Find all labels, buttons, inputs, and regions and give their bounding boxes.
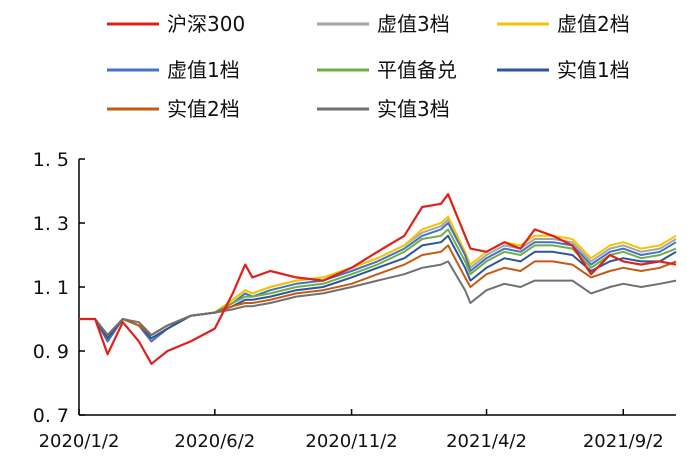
series-line-虚值1档 — [79, 222, 677, 343]
series-line-平值备兑 — [79, 228, 677, 340]
x-tick-label: 2020/11/2 — [305, 431, 397, 452]
y-tick-label: 1. 3 — [33, 213, 69, 235]
legend-label-实值1档: 实值1档 — [557, 58, 630, 82]
x-tick-label: 2021/4/2 — [446, 431, 527, 452]
series-layer — [79, 193, 677, 365]
series-line-沪深300 — [79, 193, 677, 365]
x-tick-label: 2020/1/2 — [39, 431, 120, 452]
legend-label-虚值2档: 虚值2档 — [557, 12, 630, 36]
legend-label-虚值3档: 虚值3档 — [377, 12, 450, 36]
x-tick-label: 2021/9/2 — [583, 431, 664, 452]
legend-label-实值2档: 实值2档 — [167, 97, 240, 121]
axes: 0. 7 0. 9 1. 1 1. 3 1. 5 2020/1/2 2020/6/2 2020… — [33, 149, 676, 452]
series-line-实值1档 — [79, 234, 677, 340]
x-tick-label: 2020/6/2 — [174, 431, 255, 452]
legend-label-沪深300: 沪深300 — [167, 12, 245, 36]
series-line-虚值2档 — [79, 215, 677, 343]
y-tick-label: 0. 7 — [33, 405, 69, 427]
y-tick-label: 0. 9 — [33, 341, 69, 363]
legend-label-平值备兑: 平值备兑 — [377, 58, 457, 82]
legend-label-实值3档: 实值3档 — [377, 97, 450, 121]
legend-label-虚值1档: 虚值1档 — [167, 58, 240, 82]
series-line-实值3档 — [79, 260, 677, 336]
y-tick-label: 1. 5 — [33, 149, 69, 171]
y-tick-label: 1. 1 — [33, 277, 69, 299]
